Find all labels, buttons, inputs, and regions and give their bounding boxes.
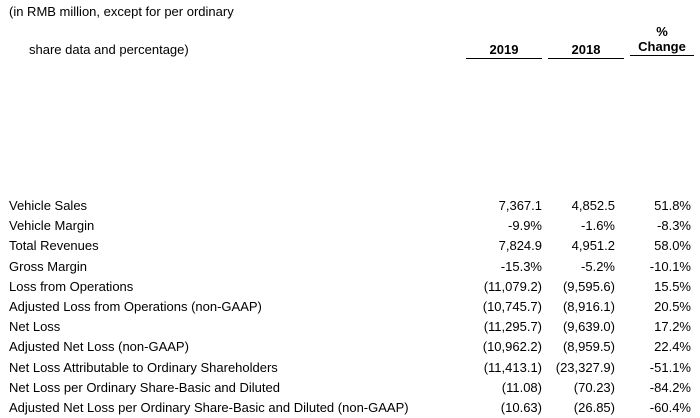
value-2019: -9.9% <box>508 218 542 234</box>
row-label: Gross Margin <box>9 258 88 274</box>
table-body: Vehicle Sales 7,367.1 4,852.5 51.8% Vehi… <box>0 196 700 418</box>
table-row: Total Revenues 7,824.9 4,951.2 58.0% <box>0 236 700 256</box>
value-2019: -15.3% <box>500 258 542 274</box>
row-label: Adjusted Net Loss per Ordinary Share-Bas… <box>9 399 409 415</box>
value-change: -60.4% <box>649 399 691 415</box>
table-row: Net Loss per Ordinary Share-Basic and Di… <box>0 378 700 398</box>
value-2018: 4,852.5 <box>571 198 615 213</box>
value-2019: (10.63) <box>500 399 542 415</box>
value-change: 22.4% <box>654 339 691 355</box>
value-2018: -1.6% <box>581 218 615 234</box>
column-header-percent-symbol: % <box>656 24 668 39</box>
value-change: 58.0% <box>654 238 691 254</box>
value-2018: 4,951.2 <box>571 238 615 254</box>
row-label: Net Loss per Ordinary Share-Basic and Di… <box>9 379 280 395</box>
row-label: Net Loss Attributable to Ordinary Shareh… <box>9 359 278 375</box>
value-change: -51.1% <box>649 359 691 375</box>
row-label: Net Loss <box>9 319 61 335</box>
value-2019: (11,413.1) <box>483 359 542 375</box>
value-2018: (9,639.0) <box>562 319 615 335</box>
value-change: -84.2% <box>649 379 691 395</box>
table-row: Net Loss (11,295.7) (9,639.0) 17.2% <box>0 317 700 337</box>
column-header-2018: 2018 <box>548 42 624 59</box>
value-2018: (9,595.6) <box>562 278 615 294</box>
row-label: Total Revenues <box>9 238 99 254</box>
row-label: Loss from Operations <box>9 278 134 294</box>
value-change: -8.3% <box>657 218 691 234</box>
table-row: Adjusted Net Loss (non-GAAP) (10,962.2) … <box>0 337 700 357</box>
value-2018: (26.85) <box>573 399 615 415</box>
value-change: 15.5% <box>654 278 691 294</box>
value-2018: (8,916.1) <box>562 298 615 314</box>
value-change: -10.1% <box>649 258 691 274</box>
table-caption-line2: share data and percentage) <box>29 42 189 57</box>
value-2019: (11.08) <box>501 379 542 395</box>
value-2019: 7,367.1 <box>498 198 542 213</box>
table-row: Net Loss Attributable to Ordinary Shareh… <box>0 358 700 378</box>
value-2019: (11,295.7) <box>483 319 542 335</box>
column-header-percent-change: % Change <box>630 24 694 56</box>
value-2019: 7,824.9 <box>498 238 542 254</box>
table-row: Gross Margin -15.3% -5.2% -10.1% <box>0 257 700 277</box>
value-2018: (8,959.5) <box>562 339 615 355</box>
value-2019: (10,962.2) <box>482 339 542 355</box>
value-2019: (10,745.7) <box>482 298 542 314</box>
table-row: Vehicle Margin -9.9% -1.6% -8.3% <box>0 216 700 236</box>
table-caption-line1: (in RMB million, except for per ordinary <box>9 4 234 19</box>
table-row: Adjusted Loss from Operations (non-GAAP)… <box>0 297 700 317</box>
value-2018: (70.23) <box>573 379 615 395</box>
table-row: Adjusted Net Loss per Ordinary Share-Bas… <box>0 398 700 418</box>
value-change: 51.8% <box>654 198 691 213</box>
value-2018: (23,327.9) <box>555 359 615 375</box>
column-header-change-label: Change <box>638 39 686 54</box>
value-2018: -5.2% <box>581 258 615 274</box>
value-2019: (11,079.2) <box>483 278 542 294</box>
row-label: Adjusted Loss from Operations (non-GAAP) <box>9 298 262 314</box>
table-row: Vehicle Sales 7,367.1 4,852.5 51.8% <box>0 196 700 216</box>
column-header-2019: 2019 <box>466 42 542 59</box>
row-label: Vehicle Sales <box>9 198 88 213</box>
row-label: Vehicle Margin <box>9 218 95 234</box>
row-label: Adjusted Net Loss (non-GAAP) <box>9 339 189 355</box>
value-change: 20.5% <box>654 298 691 314</box>
table-row: Loss from Operations (11,079.2) (9,595.6… <box>0 277 700 297</box>
value-change: 17.2% <box>654 319 691 335</box>
